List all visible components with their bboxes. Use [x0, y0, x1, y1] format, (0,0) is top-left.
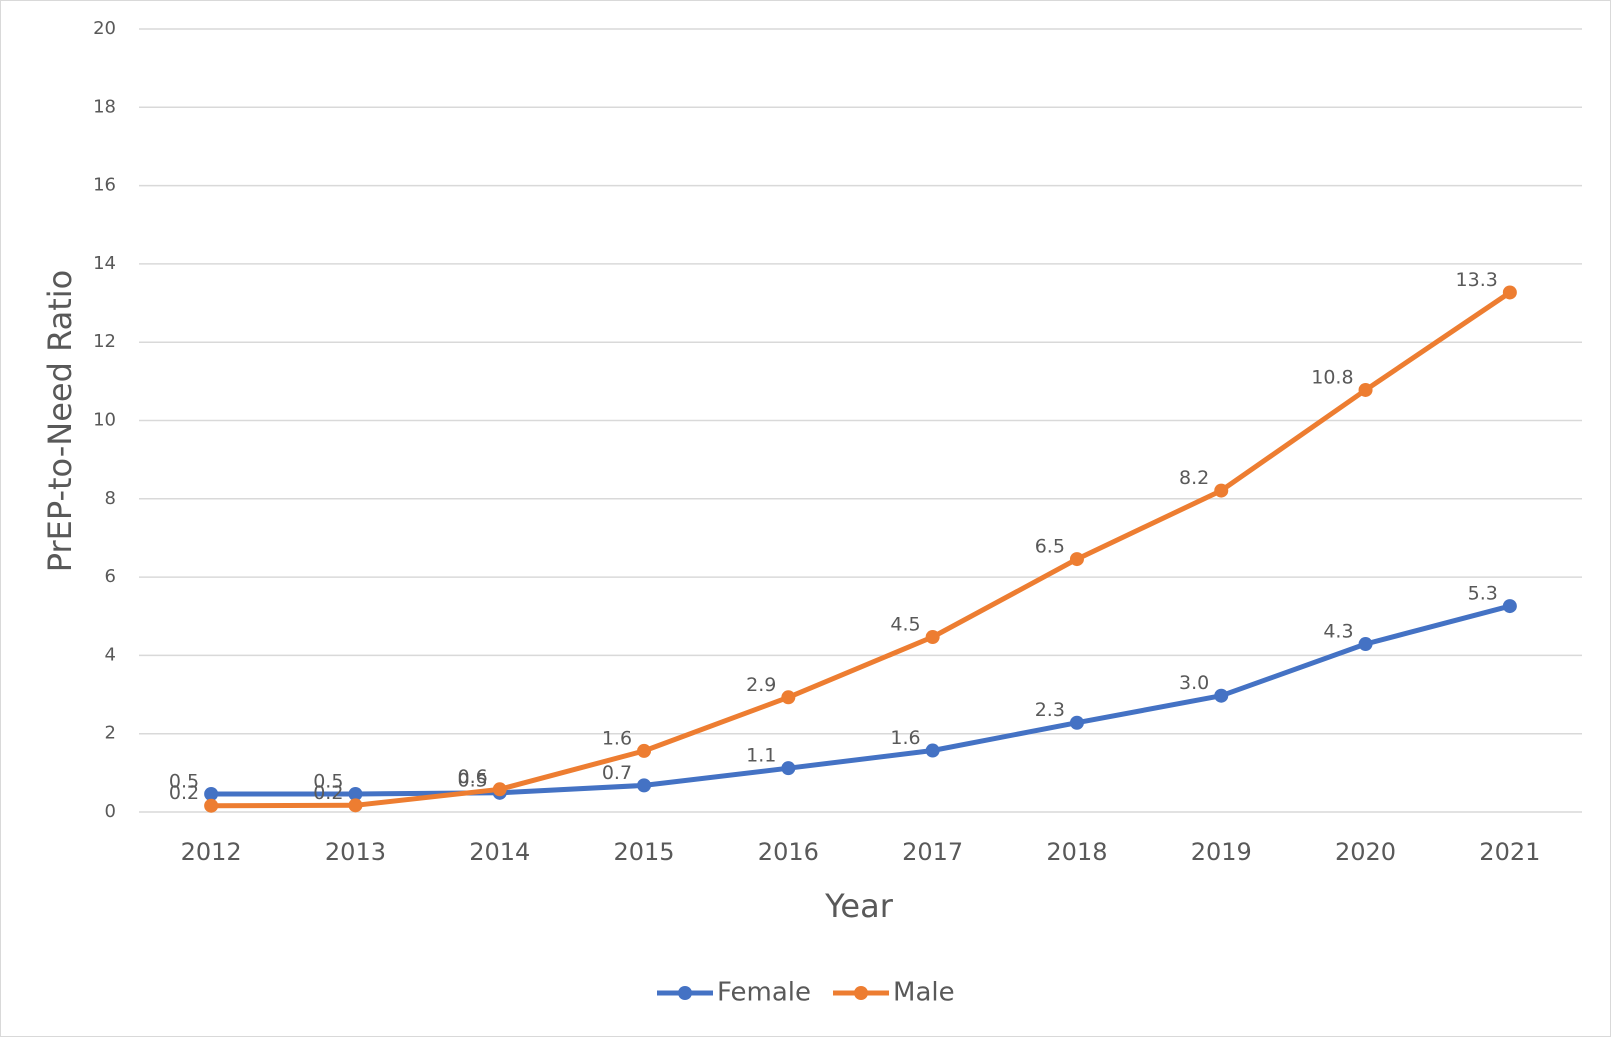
x-tick-label: 2012	[181, 838, 242, 866]
legend-marker	[678, 986, 692, 1000]
data-label: 0.7	[602, 762, 632, 784]
data-label: 13.3	[1456, 269, 1498, 291]
data-point	[1358, 637, 1373, 652]
data-label: 2.9	[746, 674, 776, 696]
data-label: 1.1	[746, 745, 776, 767]
data-point	[492, 782, 507, 797]
legend-marker	[854, 986, 869, 1000]
data-label: 4.3	[1323, 621, 1353, 643]
y-tick-label: 6	[105, 566, 116, 587]
data-label: 1.6	[602, 727, 632, 749]
x-tick-label: 2016	[758, 838, 819, 866]
data-point	[204, 798, 219, 813]
data-point	[1069, 552, 1084, 567]
x-tick-label: 2014	[469, 838, 530, 866]
series-line	[211, 290, 1512, 809]
data-point	[1214, 688, 1229, 703]
y-tick-label: 0	[105, 801, 116, 822]
data-point	[1214, 483, 1229, 498]
data-point	[1358, 382, 1373, 397]
data-point	[925, 743, 940, 758]
data-point	[348, 798, 363, 813]
legend-label: Female	[717, 978, 811, 1008]
data-point	[637, 778, 652, 793]
x-tick-label: 2020	[1335, 838, 1396, 866]
data-point	[781, 761, 796, 776]
x-tick-label: 2017	[902, 838, 963, 866]
x-tick-label: 2019	[1191, 838, 1252, 866]
x-tick-label: 2015	[614, 838, 675, 866]
x-axis-title: Year	[824, 887, 894, 925]
y-tick-label: 16	[93, 175, 116, 196]
data-point	[925, 629, 940, 644]
data-label: 2.3	[1035, 699, 1065, 721]
data-label: 0.5	[313, 770, 343, 792]
y-tick-label: 8	[105, 488, 116, 509]
data-point	[1502, 285, 1517, 300]
y-tick-label: 2	[105, 723, 116, 744]
y-axis-title: PrEP-to-Need Ratio	[41, 270, 79, 572]
data-point	[348, 786, 363, 801]
y-tick-label: 14	[93, 253, 116, 274]
x-tick-label: 2021	[1479, 838, 1540, 866]
data-label: 0.5	[458, 769, 488, 791]
series-line	[211, 603, 1511, 797]
y-tick-label: 12	[93, 331, 116, 352]
data-label: 5.3	[1468, 583, 1498, 605]
y-tick-label: 4	[105, 644, 116, 665]
data-label: 0.5	[169, 770, 199, 792]
data-point	[637, 743, 652, 758]
legend-label: Male	[893, 978, 955, 1008]
data-label: 4.5	[890, 613, 920, 635]
data-label: 0.2	[169, 782, 199, 804]
y-tick-label: 18	[93, 96, 116, 117]
data-label: 1.6	[890, 727, 920, 749]
y-tick-label: 20	[93, 18, 116, 39]
x-tick-label: 2018	[1046, 838, 1107, 866]
data-point	[1069, 715, 1084, 730]
y-tick-label: 10	[93, 410, 116, 431]
data-label: 0.2	[313, 782, 343, 804]
data-label: 6.5	[1035, 536, 1065, 558]
data-label: 3.0	[1179, 672, 1209, 694]
data-point	[781, 690, 796, 705]
data-label: 8.2	[1179, 467, 1209, 489]
data-point	[1502, 599, 1517, 614]
data-label: 10.8	[1311, 366, 1353, 388]
data-label: 0.6	[458, 766, 488, 788]
x-tick-label: 2013	[325, 838, 386, 866]
data-point	[204, 786, 219, 801]
